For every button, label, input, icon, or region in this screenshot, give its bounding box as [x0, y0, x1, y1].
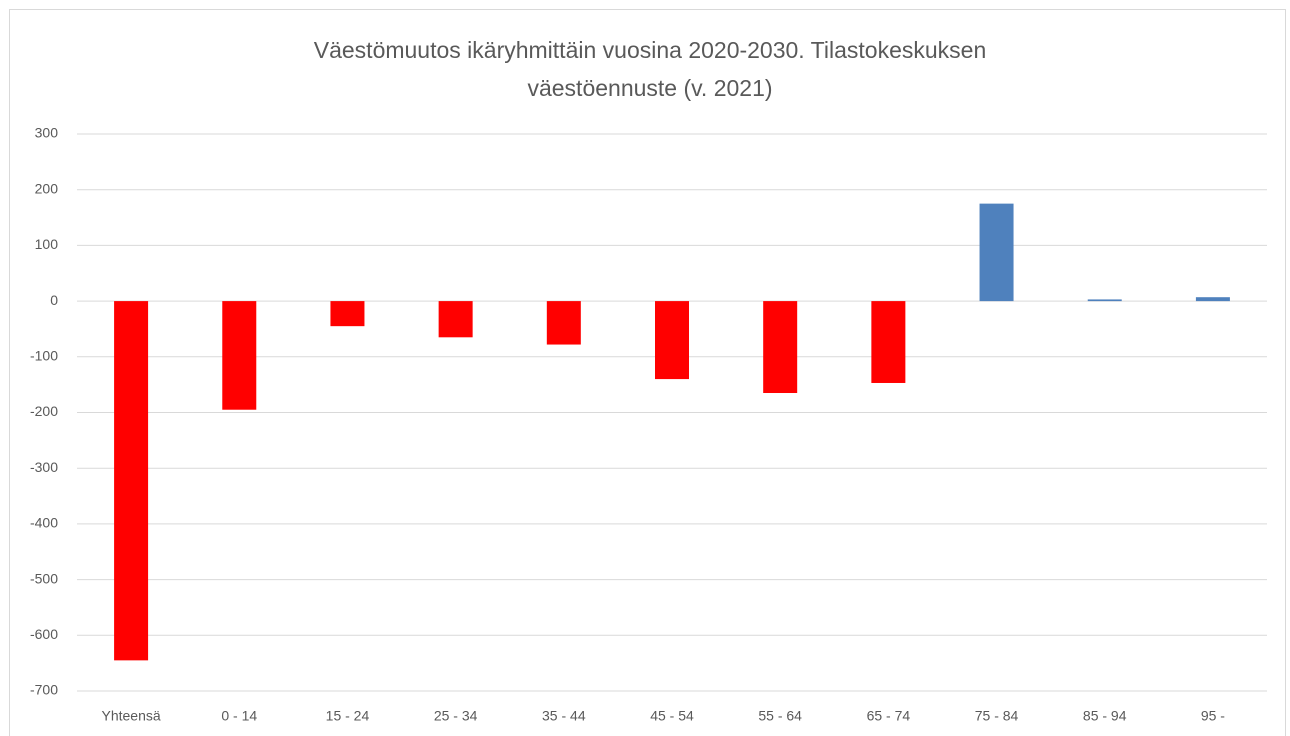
- chart-title: väestöennuste (v. 2021): [527, 75, 772, 101]
- x-tick-label: Yhteensä: [102, 708, 161, 724]
- bar: [871, 301, 906, 383]
- x-tick-label: 55 - 64: [758, 708, 802, 724]
- bar: [1087, 299, 1122, 302]
- y-tick-label: -400: [30, 515, 58, 531]
- bar: [655, 301, 689, 380]
- x-tick-label: 65 - 74: [867, 708, 911, 724]
- bar: [546, 301, 581, 345]
- y-tick-label: 300: [35, 125, 59, 141]
- y-tick-label: -600: [30, 626, 58, 642]
- bar: [1195, 297, 1230, 302]
- x-tick-label: 15 - 24: [326, 708, 370, 724]
- bar: [979, 203, 1014, 302]
- bar: [763, 301, 798, 394]
- y-tick-label: 0: [50, 292, 58, 308]
- bar: [438, 301, 473, 338]
- y-tick-label: 100: [35, 236, 59, 252]
- y-tick-label: -200: [30, 403, 58, 419]
- x-tick-label: 95 -: [1201, 708, 1225, 724]
- bar: [330, 301, 365, 327]
- y-tick-label: -500: [30, 570, 58, 586]
- y-tick-label: -700: [30, 682, 58, 698]
- bar: [222, 301, 257, 410]
- x-tick-label: 45 - 54: [650, 708, 694, 724]
- y-tick-label: 200: [35, 180, 59, 196]
- x-tick-label: 35 - 44: [542, 708, 586, 724]
- chart-border: [9, 9, 1286, 736]
- x-tick-label: 75 - 84: [975, 708, 1019, 724]
- y-tick-label: -300: [30, 459, 58, 475]
- x-tick-label: 0 - 14: [221, 708, 257, 724]
- x-tick-label: 85 - 94: [1083, 708, 1127, 724]
- chart-title: Väestömuutos ikäryhmittäin vuosina 2020-…: [314, 37, 986, 63]
- x-tick-label: 25 - 34: [434, 708, 478, 724]
- y-tick-label: -100: [30, 348, 58, 364]
- bar: [114, 301, 149, 661]
